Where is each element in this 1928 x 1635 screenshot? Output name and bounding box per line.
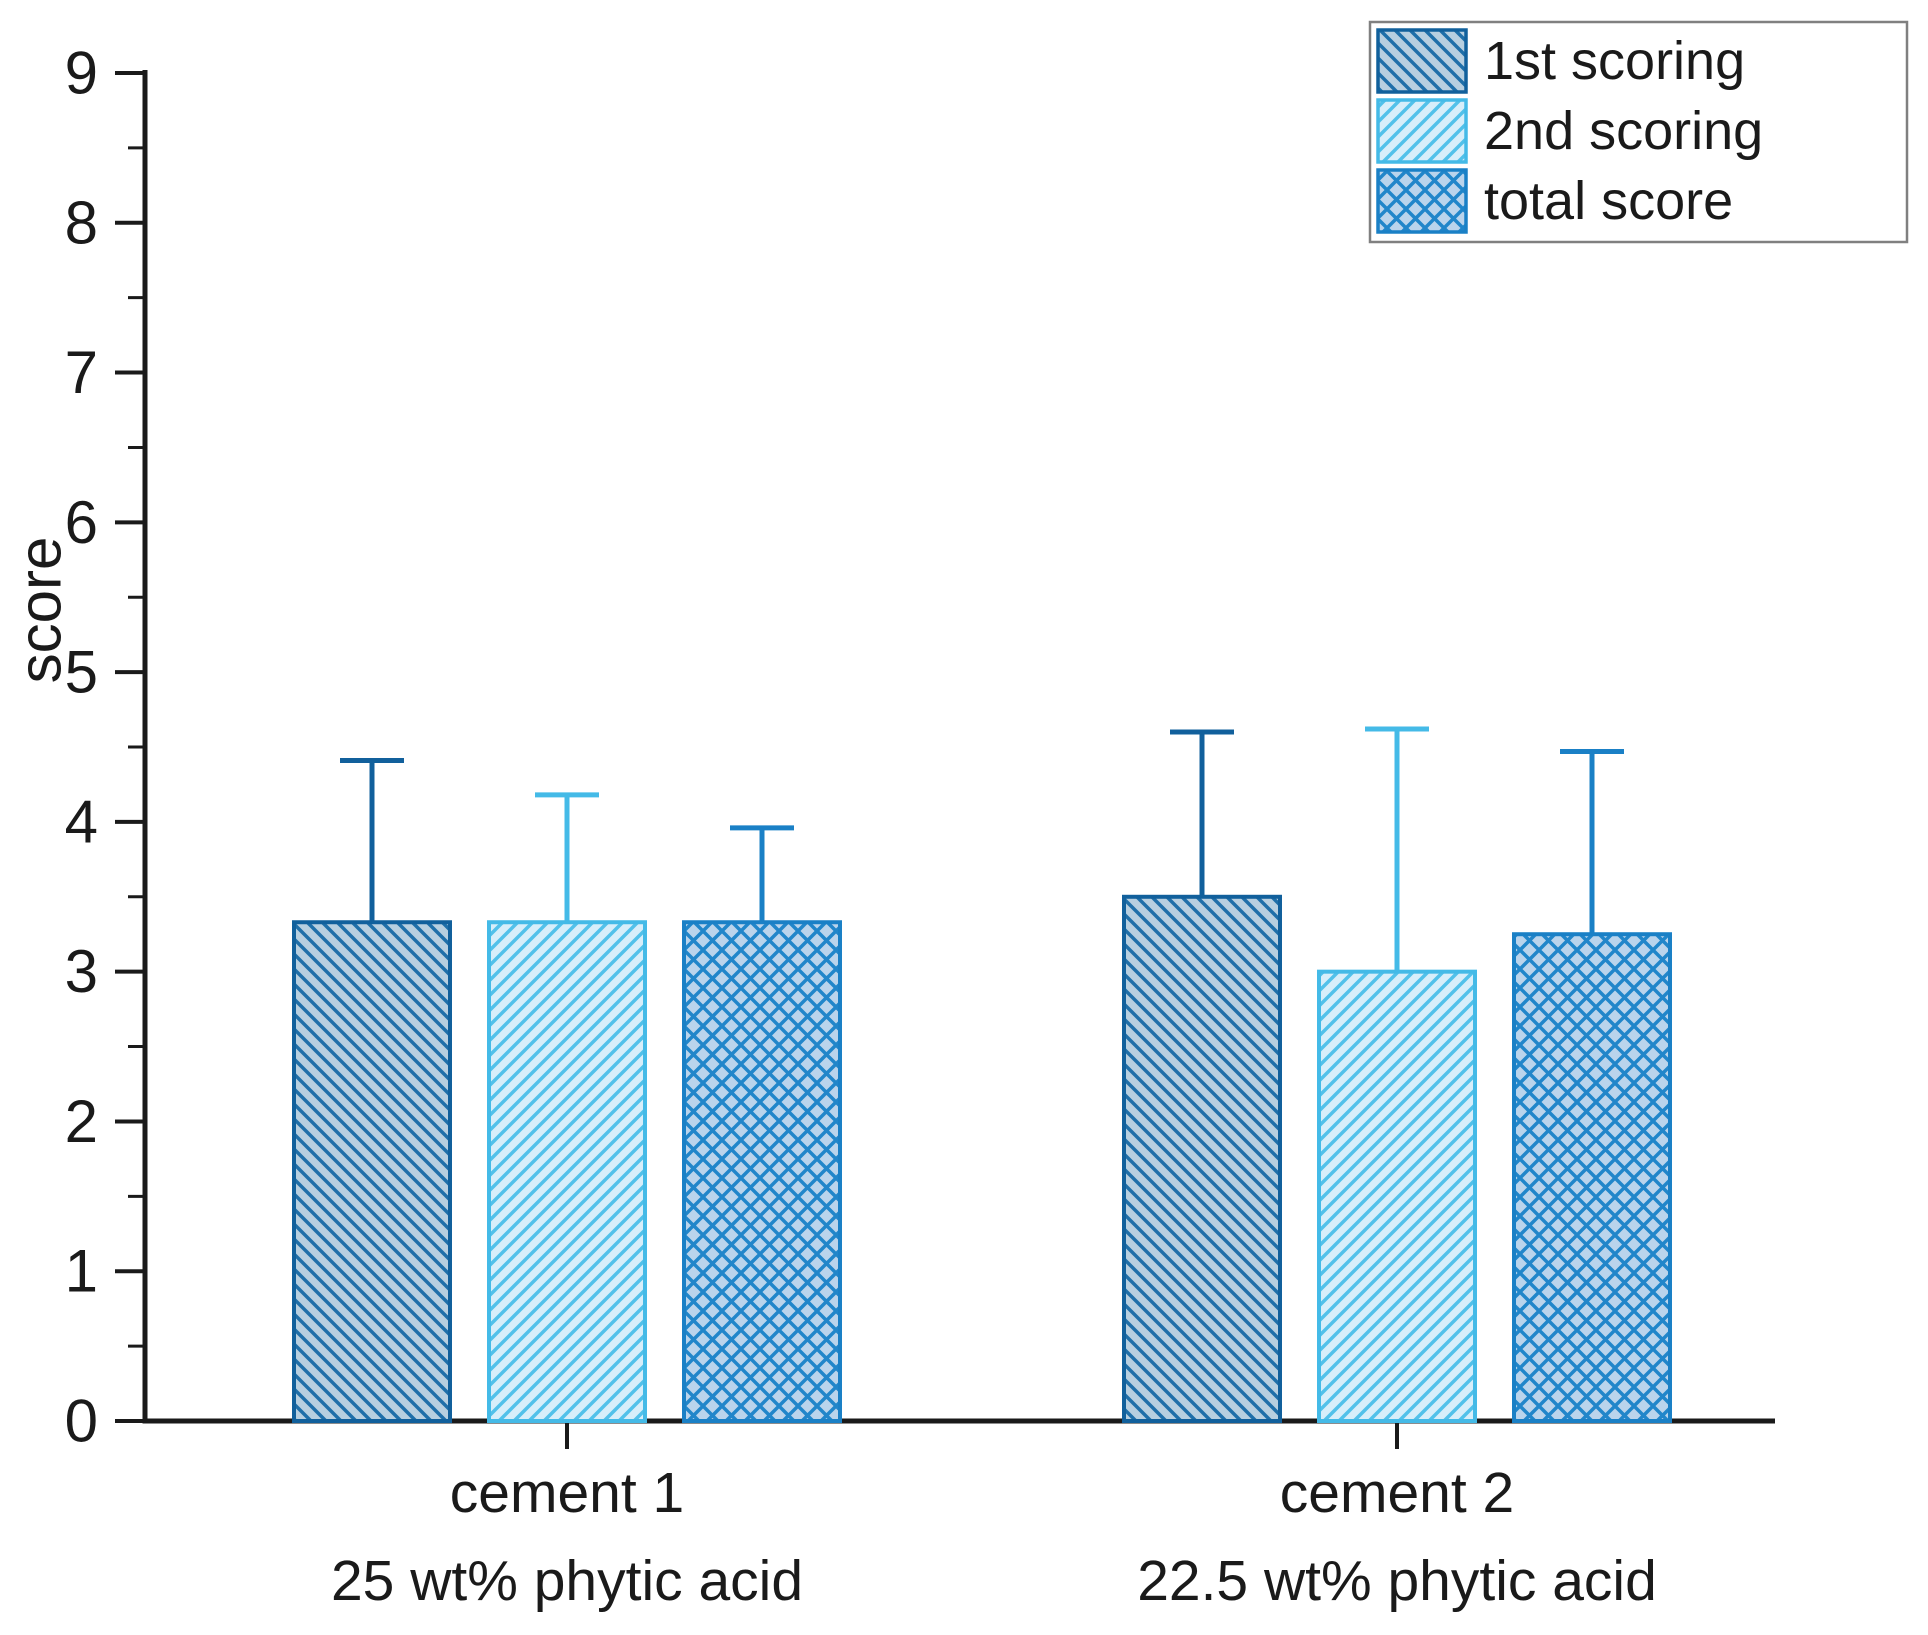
y-tick-label: 1 <box>65 1238 98 1305</box>
legend-swatch <box>1376 168 1468 234</box>
category-sublabel: 25 wt% phytic acid <box>331 1549 803 1613</box>
legend-label: 2nd scoring <box>1484 101 1763 161</box>
category-sublabel: 22.5 wt% phytic acid <box>1137 1549 1657 1613</box>
category-label: cement 1 <box>450 1461 684 1525</box>
bar <box>682 920 842 1423</box>
bar <box>1122 894 1282 1423</box>
y-tick-label: 9 <box>65 40 98 107</box>
y-tick-label: 0 <box>65 1388 98 1455</box>
y-tick-label: 6 <box>65 489 98 556</box>
bar <box>487 920 647 1423</box>
y-tick-label: 3 <box>65 938 98 1005</box>
category-label: cement 2 <box>1280 1461 1514 1525</box>
y-tick-label: 4 <box>65 788 98 855</box>
legend-swatch <box>1376 28 1468 94</box>
y-tick-label: 8 <box>65 189 98 256</box>
y-axis-title: score <box>7 537 74 684</box>
y-tick-label: 2 <box>65 1088 98 1155</box>
y-tick-label: 7 <box>65 339 98 406</box>
bar <box>1317 969 1477 1424</box>
y-tick-label: 5 <box>65 639 98 706</box>
legend-swatch <box>1376 98 1468 164</box>
bar <box>292 920 452 1423</box>
legend-label: total score <box>1484 171 1733 231</box>
bar <box>1512 932 1672 1423</box>
legend-label: 1st scoring <box>1484 31 1745 91</box>
